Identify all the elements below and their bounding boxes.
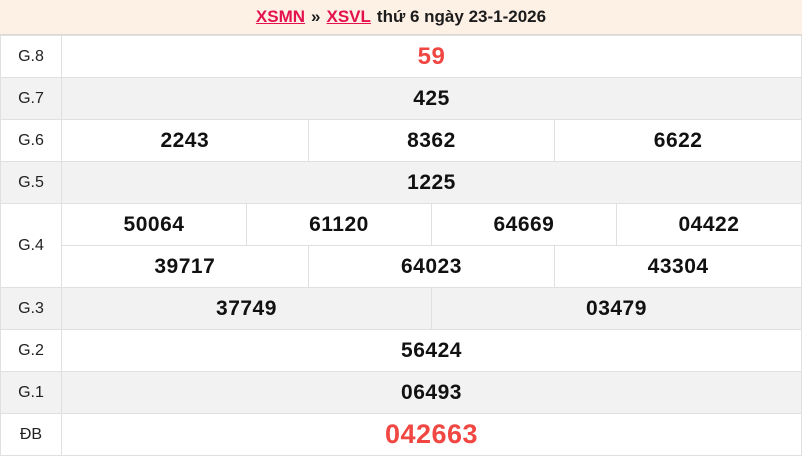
prize-label-g7: G.7 (0, 77, 62, 120)
prize-value: 03479 (430, 287, 802, 330)
prize-value: 06493 (61, 371, 802, 414)
table-row-g4a: G.4 50064 61120 64669 04422 (0, 203, 802, 288)
prize-value: 56424 (61, 329, 802, 372)
table-row-g2: G.2 56424 (0, 329, 802, 372)
breadcrumb-link-xsmn[interactable]: XSMN (255, 7, 306, 26)
prize-label-g4: G.4 (0, 203, 62, 288)
prize-value: 50064 (61, 203, 247, 246)
breadcrumb: XSMN » XSVL thứ 6 ngày 23-1-2026 (0, 0, 802, 35)
prize-label-g5: G.5 (0, 161, 62, 204)
prize-label-g6: G.6 (0, 119, 62, 162)
prize-label-db: ĐB (0, 413, 62, 456)
table-row-g6: G.6 2243 8362 6622 (0, 119, 802, 162)
prize-value: 59 (61, 35, 802, 78)
table-row-db: ĐB 042663 (0, 413, 802, 456)
table-row-g5: G.5 1225 (0, 161, 802, 204)
prize-value: 042663 (61, 413, 802, 456)
breadcrumb-link-xsvl[interactable]: XSVL (326, 7, 371, 26)
prize-label-g8: G.8 (0, 35, 62, 78)
prize-value: 64669 (430, 203, 617, 246)
table-row-g4b: 39717 64023 43304 (1, 245, 802, 288)
table-row-g8: G.8 59 (0, 35, 802, 78)
results-table: G.8 59 G.7 425 G.6 2243 8362 6622 G.5 12… (0, 35, 802, 456)
prize-value: 04422 (615, 203, 802, 246)
prize-value: 1225 (61, 161, 802, 204)
prize-label-g3: G.3 (0, 287, 62, 330)
breadcrumb-date-text: thứ 6 ngày 23-1-2026 (376, 7, 547, 26)
prize-label-g2: G.2 (0, 329, 62, 372)
prize-value: 2243 (61, 119, 309, 162)
prize-value: 64023 (307, 245, 556, 288)
table-row-g1: G.1 06493 (0, 371, 802, 414)
table-row-g7: G.7 425 (0, 77, 802, 120)
prize-label-g1: G.1 (0, 371, 62, 414)
prize-value: 39717 (61, 245, 309, 288)
prize-value: 425 (61, 77, 802, 120)
prize-value: 8362 (307, 119, 556, 162)
prize-value: 43304 (554, 245, 802, 288)
breadcrumb-separator: » (311, 7, 321, 26)
prize-value: 6622 (554, 119, 802, 162)
table-row-g3: G.3 37749 03479 (0, 287, 802, 330)
prize-value: 37749 (61, 287, 432, 330)
prize-value: 61120 (245, 203, 432, 246)
